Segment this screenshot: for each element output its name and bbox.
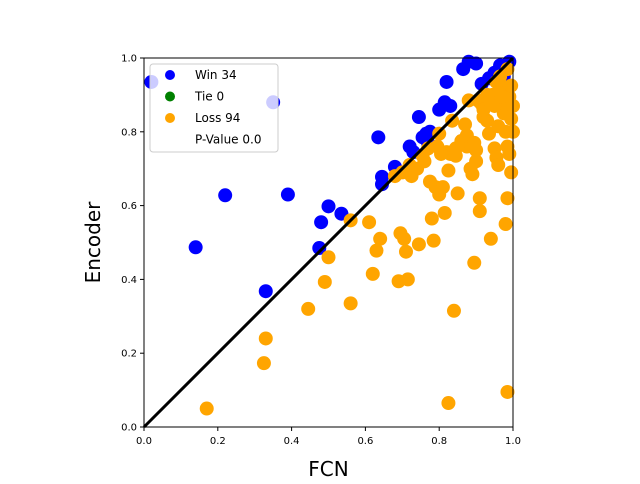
data-point [199, 401, 214, 416]
data-point [435, 180, 450, 195]
data-point [426, 233, 441, 248]
data-point [443, 98, 458, 113]
data-point [494, 89, 509, 104]
data-point [498, 217, 513, 232]
data-point [472, 204, 487, 219]
data-point [491, 158, 506, 173]
data-point [448, 148, 463, 163]
x-tick-label: 0.0 [136, 436, 152, 447]
data-point [437, 205, 452, 220]
data-point [504, 111, 519, 126]
data-point [369, 243, 384, 258]
data-point [365, 266, 380, 281]
data-point [188, 240, 203, 255]
data-point [375, 169, 390, 184]
data-point [371, 130, 386, 145]
data-point [469, 154, 484, 169]
data-point [411, 237, 426, 252]
data-point [321, 199, 336, 214]
legend-items: Win 34 Tie 0 Loss 94 P-Value 0.0 [165, 68, 261, 147]
data-point [446, 303, 461, 318]
data-point [373, 231, 388, 246]
legend: Win 34 Tie 0 Loss 94 P-Value 0.0 [149, 63, 279, 153]
data-point [218, 188, 233, 203]
data-point [450, 186, 465, 201]
x-tick-label: 0.2 [210, 436, 226, 447]
data-point [398, 244, 413, 259]
data-point [256, 356, 271, 371]
data-point [400, 272, 415, 287]
data-point [504, 78, 519, 93]
diagonal-line [142, 56, 515, 429]
data-point [480, 113, 495, 128]
data-point [280, 187, 295, 202]
data-point [434, 146, 449, 161]
data-point [483, 231, 498, 246]
data-point [258, 331, 273, 346]
data-point [415, 148, 430, 163]
data-point [504, 165, 519, 180]
data-point [441, 163, 456, 178]
data-point [343, 296, 358, 311]
data-point [467, 135, 482, 150]
y-axis-label: Encoder [81, 201, 105, 284]
x-axis-ticks: 0.0 0.2 0.4 0.6 0.8 1.0 [136, 427, 521, 447]
data-point [314, 215, 329, 230]
legend-label: Tie 0 [194, 90, 224, 104]
data-point [469, 56, 484, 71]
y-tick-label: 1.0 [121, 54, 137, 65]
data-point [411, 110, 426, 125]
x-tick-label: 1.0 [505, 436, 521, 447]
legend-marker [165, 91, 175, 102]
y-tick-label: 0.4 [121, 275, 137, 286]
data-point [321, 250, 336, 265]
data-point [458, 117, 473, 132]
y-tick-label: 0.2 [121, 349, 137, 360]
data-point [467, 255, 482, 270]
plot-frame [143, 57, 514, 428]
y-tick-label: 0.8 [121, 127, 137, 138]
legend-label: Win 34 [195, 68, 237, 82]
data-point [502, 146, 517, 161]
data-point [441, 396, 456, 411]
data-point [500, 384, 515, 399]
y-tick-label: 0.6 [121, 201, 137, 212]
data-point [397, 231, 412, 246]
y-tick-label: 0.0 [121, 423, 137, 434]
data-point [402, 158, 417, 173]
data-point [472, 191, 487, 206]
data-point [301, 301, 316, 316]
x-axis-label: FCN [308, 457, 348, 480]
data-point [317, 274, 332, 289]
data-point [439, 74, 454, 89]
data-point [424, 211, 439, 226]
legend-label: P-Value 0.0 [195, 133, 261, 147]
legend-marker [165, 113, 175, 123]
data-point [362, 215, 377, 230]
legend-marker [165, 70, 175, 80]
data-point [465, 167, 480, 182]
data-point [500, 191, 515, 206]
x-tick-label: 0.6 [357, 436, 373, 447]
legend-box [149, 63, 279, 153]
x-tick-label: 0.4 [284, 436, 300, 447]
y-axis-ticks: 0.0 0.2 0.4 0.6 0.8 1.0 [121, 54, 144, 434]
data-point [258, 284, 273, 299]
legend-label: Loss 94 [195, 111, 240, 125]
x-tick-label: 0.8 [431, 436, 447, 447]
data-point [312, 241, 327, 256]
